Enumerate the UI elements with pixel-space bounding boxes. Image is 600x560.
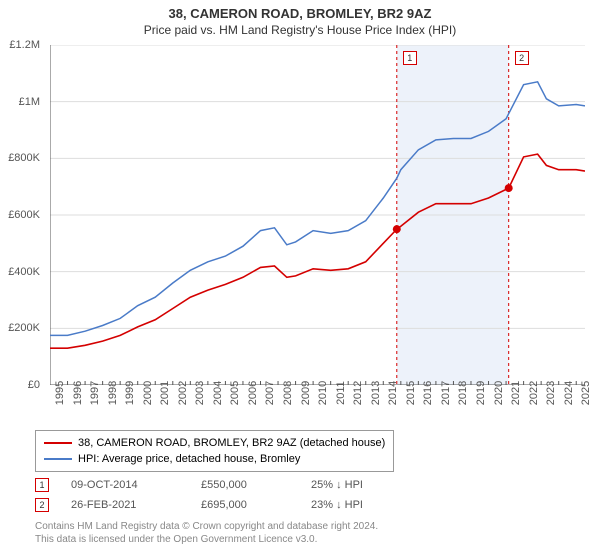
sales-table: 1 09-OCT-2014 £550,000 25% ↓ HPI 2 26-FE… (35, 475, 421, 515)
x-axis: 1995199619971998199920002001200220032004… (50, 387, 585, 427)
x-tick-label: 2023 (545, 381, 557, 405)
legend-label-1: 38, CAMERON ROAD, BROMLEY, BR2 9AZ (deta… (78, 435, 385, 451)
sale-price: £695,000 (201, 499, 311, 511)
y-tick-label: £1.2M (9, 39, 40, 51)
sale-date: 26-FEB-2021 (71, 499, 201, 511)
legend-swatch-red (44, 442, 72, 444)
sale-row: 1 09-OCT-2014 £550,000 25% ↓ HPI (35, 475, 421, 495)
chart-plot-area: 12 (50, 45, 585, 385)
sale-date: 09-OCT-2014 (71, 479, 201, 491)
x-tick-label: 2009 (300, 381, 312, 405)
x-tick-label: 1999 (124, 381, 136, 405)
chart-subtitle: Price paid vs. HM Land Registry's House … (0, 21, 600, 41)
y-tick-label: £600K (8, 209, 40, 221)
sale-row: 2 26-FEB-2021 £695,000 23% ↓ HPI (35, 495, 421, 515)
y-tick-label: £800K (8, 152, 40, 164)
legend-item-price-paid: 38, CAMERON ROAD, BROMLEY, BR2 9AZ (deta… (44, 435, 385, 451)
x-tick-label: 2015 (405, 381, 417, 405)
x-tick-label: 1998 (107, 381, 119, 405)
x-tick-label: 2025 (580, 381, 592, 405)
chart-marker-box: 1 (403, 51, 417, 65)
x-tick-label: 2008 (282, 381, 294, 405)
x-tick-label: 2001 (159, 381, 171, 405)
x-tick-label: 2024 (563, 381, 575, 405)
legend-item-hpi: HPI: Average price, detached house, Brom… (44, 451, 385, 467)
x-tick-label: 2016 (422, 381, 434, 405)
x-tick-label: 2007 (264, 381, 276, 405)
legend-label-2: HPI: Average price, detached house, Brom… (78, 451, 300, 467)
x-tick-label: 2006 (247, 381, 259, 405)
x-tick-label: 2002 (177, 381, 189, 405)
legend-swatch-blue (44, 458, 72, 460)
x-tick-label: 2021 (510, 381, 522, 405)
y-tick-label: £0 (28, 379, 40, 391)
x-tick-label: 2022 (528, 381, 540, 405)
x-tick-label: 2010 (317, 381, 329, 405)
sale-marker-box-2: 2 (35, 498, 49, 512)
x-tick-label: 2012 (352, 381, 364, 405)
y-tick-label: £1M (19, 96, 40, 108)
legend: 38, CAMERON ROAD, BROMLEY, BR2 9AZ (deta… (35, 430, 394, 472)
x-tick-label: 2014 (387, 381, 399, 405)
x-tick-label: 2020 (493, 381, 505, 405)
footer-line-2: This data is licensed under the Open Gov… (35, 533, 378, 546)
chart-marker-box: 2 (515, 51, 529, 65)
x-tick-label: 2011 (335, 381, 347, 405)
sale-price: £550,000 (201, 479, 311, 491)
x-tick-label: 1995 (54, 381, 66, 405)
x-tick-label: 2000 (142, 381, 154, 405)
line-chart-svg (50, 45, 585, 385)
x-tick-label: 1997 (89, 381, 101, 405)
x-tick-label: 2019 (475, 381, 487, 405)
x-tick-label: 2003 (194, 381, 206, 405)
sale-marker-box-1: 1 (35, 478, 49, 492)
footer-attribution: Contains HM Land Registry data © Crown c… (35, 520, 378, 546)
x-tick-label: 2004 (212, 381, 224, 405)
x-tick-label: 2013 (370, 381, 382, 405)
sale-delta: 25% ↓ HPI (311, 479, 421, 491)
sale-delta: 23% ↓ HPI (311, 499, 421, 511)
y-axis: £0£200K£400K£600K£800K£1M£1.2M (0, 45, 45, 385)
x-tick-label: 2017 (440, 381, 452, 405)
x-tick-label: 1996 (72, 381, 84, 405)
footer-line-1: Contains HM Land Registry data © Crown c… (35, 520, 378, 533)
chart-title: 38, CAMERON ROAD, BROMLEY, BR2 9AZ (0, 0, 600, 21)
x-tick-label: 2005 (229, 381, 241, 405)
y-tick-label: £400K (8, 266, 40, 278)
y-tick-label: £200K (8, 322, 40, 334)
x-tick-label: 2018 (457, 381, 469, 405)
